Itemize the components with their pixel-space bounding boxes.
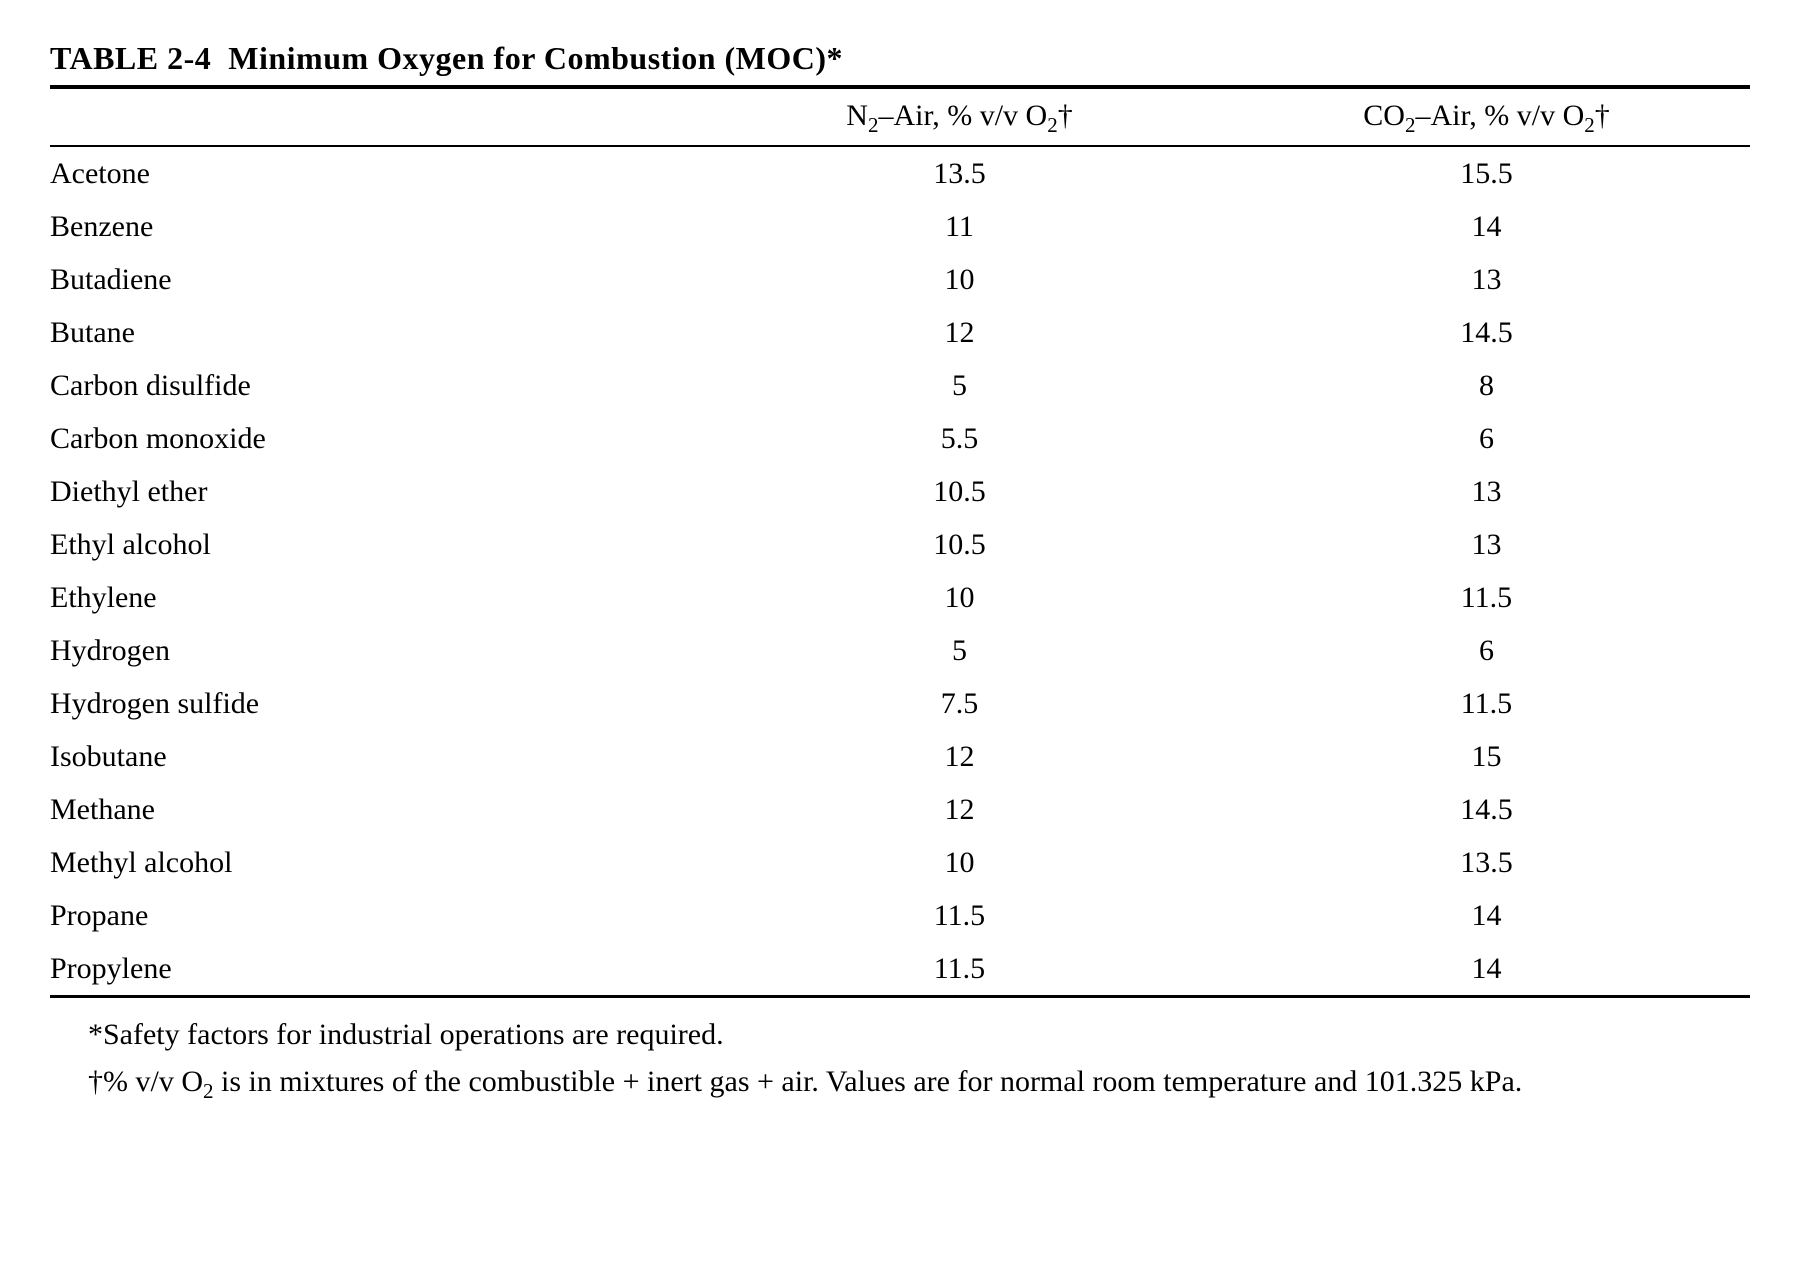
substance-name: Ethyl alcohol (50, 518, 696, 571)
table-row: Ethyl alcohol10.513 (50, 518, 1750, 571)
co2-air-value: 6 (1223, 412, 1750, 465)
substance-name: Hydrogen (50, 624, 696, 677)
substance-name: Propane (50, 889, 696, 942)
substance-name: Diethyl ether (50, 465, 696, 518)
n2-air-value: 12 (696, 730, 1223, 783)
co2-air-value: 15 (1223, 730, 1750, 783)
table-number: TABLE 2-4 (50, 40, 211, 76)
substance-name: Ethylene (50, 571, 696, 624)
n2-air-value: 11.5 (696, 942, 1223, 997)
substance-name: Methyl alcohol (50, 836, 696, 889)
n2-air-value: 10 (696, 253, 1223, 306)
co2-air-value: 13 (1223, 518, 1750, 571)
table-row: Carbon disulfide58 (50, 359, 1750, 412)
co2-air-value: 6 (1223, 624, 1750, 677)
n2-air-value: 12 (696, 783, 1223, 836)
substance-name: Benzene (50, 200, 696, 253)
table-row: Methane1214.5 (50, 783, 1750, 836)
substance-name: Isobutane (50, 730, 696, 783)
table-row: Benzene1114 (50, 200, 1750, 253)
n2-air-value: 10.5 (696, 518, 1223, 571)
table-title: TABLE 2-4 Minimum Oxygen for Combustion … (50, 40, 1750, 77)
n2-air-value: 5.5 (696, 412, 1223, 465)
substance-name: Methane (50, 783, 696, 836)
substance-name: Carbon disulfide (50, 359, 696, 412)
col-header-co2-air: CO2–Air, % v/v O2† (1223, 87, 1750, 146)
col-header-substance (50, 87, 696, 146)
footnotes: *Safety factors for industrial operation… (50, 1012, 1750, 1105)
co2-air-value: 11.5 (1223, 571, 1750, 624)
table-row: Butadiene1013 (50, 253, 1750, 306)
table-header-row: N2–Air, % v/v O2† CO2–Air, % v/v O2† (50, 87, 1750, 146)
table-row: Carbon monoxide5.56 (50, 412, 1750, 465)
n2-air-value: 7.5 (696, 677, 1223, 730)
n2-air-value: 13.5 (696, 146, 1223, 200)
substance-name: Hydrogen sulfide (50, 677, 696, 730)
n2-air-value: 5 (696, 624, 1223, 677)
table-row: Butane1214.5 (50, 306, 1750, 359)
co2-air-value: 8 (1223, 359, 1750, 412)
co2-air-value: 14.5 (1223, 306, 1750, 359)
substance-name: Propylene (50, 942, 696, 997)
moc-table: N2–Air, % v/v O2† CO2–Air, % v/v O2† Ace… (50, 85, 1750, 998)
table-row: Methyl alcohol1013.5 (50, 836, 1750, 889)
table-row: Acetone13.515.5 (50, 146, 1750, 200)
table-row: Diethyl ether10.513 (50, 465, 1750, 518)
table-row: Propane11.514 (50, 889, 1750, 942)
col-header-n2-air: N2–Air, % v/v O2† (696, 87, 1223, 146)
n2-air-value: 11.5 (696, 889, 1223, 942)
footnote-conditions: †% v/v O2 is in mixtures of the combusti… (50, 1059, 1750, 1106)
substance-name: Butadiene (50, 253, 696, 306)
n2-air-value: 11 (696, 200, 1223, 253)
co2-air-value: 13 (1223, 465, 1750, 518)
table-row: Hydrogen sulfide7.511.5 (50, 677, 1750, 730)
table-caption: Minimum Oxygen for Combustion (MOC)* (228, 40, 843, 76)
substance-name: Acetone (50, 146, 696, 200)
table-row: Ethylene1011.5 (50, 571, 1750, 624)
table-row: Propylene11.514 (50, 942, 1750, 997)
n2-air-value: 5 (696, 359, 1223, 412)
table-body: Acetone13.515.5Benzene1114Butadiene1013B… (50, 146, 1750, 997)
table-row: Hydrogen56 (50, 624, 1750, 677)
footnote-safety: *Safety factors for industrial operation… (50, 1012, 1750, 1059)
co2-air-value: 13.5 (1223, 836, 1750, 889)
n2-air-value: 10 (696, 571, 1223, 624)
co2-air-value: 14 (1223, 889, 1750, 942)
co2-air-value: 11.5 (1223, 677, 1750, 730)
co2-air-value: 14 (1223, 942, 1750, 997)
table-row: Isobutane1215 (50, 730, 1750, 783)
co2-air-value: 14 (1223, 200, 1750, 253)
n2-air-value: 10.5 (696, 465, 1223, 518)
substance-name: Butane (50, 306, 696, 359)
co2-air-value: 14.5 (1223, 783, 1750, 836)
co2-air-value: 15.5 (1223, 146, 1750, 200)
substance-name: Carbon monoxide (50, 412, 696, 465)
n2-air-value: 10 (696, 836, 1223, 889)
co2-air-value: 13 (1223, 253, 1750, 306)
n2-air-value: 12 (696, 306, 1223, 359)
